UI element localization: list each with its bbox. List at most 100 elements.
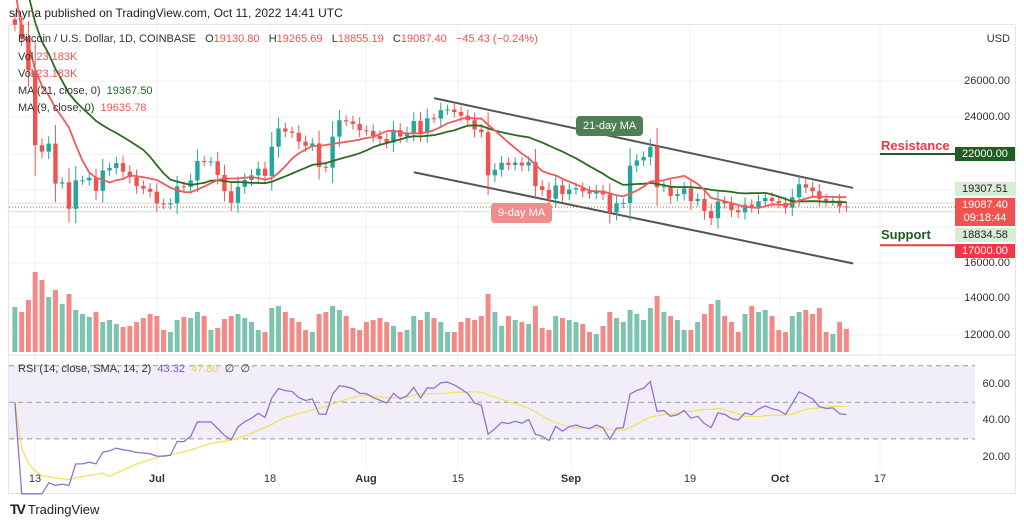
candle-body [39, 145, 45, 152]
low-label: L [331, 33, 338, 45]
low-value: 18855.19 [337, 33, 384, 45]
ma21-value: 19367.50 [106, 85, 153, 97]
candle-body [343, 120, 349, 122]
candle-body [648, 146, 653, 158]
time-tick: 13 [28, 473, 42, 485]
volume-bar [100, 322, 106, 352]
candle-body [512, 162, 518, 165]
volume-bar [424, 312, 430, 352]
volume-bar [816, 308, 822, 352]
volume-bar [695, 322, 701, 352]
volume-bar [526, 324, 532, 352]
candle-body [262, 168, 268, 176]
candle-body [188, 180, 193, 187]
volume-bar [668, 316, 674, 352]
rsi-line [14, 380, 847, 495]
volume-bar [431, 318, 437, 352]
ma21-price-tag: 18834.58 [955, 228, 1015, 242]
candle-body [269, 146, 274, 176]
rsi-legend: RSI (14, close, SMA, 14, 2) 43.32 47.80 … [18, 362, 250, 375]
volume-bar [147, 314, 153, 352]
vol-value: 23.183K [36, 51, 78, 63]
vol-value: 23.183K [36, 68, 78, 80]
ma9-value: 19635.78 [100, 102, 147, 114]
candle-body [161, 203, 166, 205]
volume-bar [607, 312, 613, 352]
candle-body [661, 186, 667, 188]
ma21-label: MA (21, close, 0) [18, 85, 101, 97]
chart-frame [8, 24, 1016, 494]
candle-body [506, 162, 511, 165]
volume-bar [715, 300, 721, 352]
candle-body [310, 143, 315, 146]
candle-body [587, 191, 592, 194]
volume-bar [776, 330, 782, 352]
candle-body [93, 177, 99, 191]
volume-bar [25, 300, 31, 352]
candle-body [276, 128, 281, 147]
open-label: O [205, 33, 214, 45]
candle-body [411, 120, 416, 133]
volume-bar [823, 332, 829, 352]
candle-body [120, 163, 126, 172]
price-tick: 24000.00 [964, 111, 1010, 123]
candle-body [201, 160, 207, 162]
volume-bar [674, 320, 680, 352]
candle-body [702, 198, 707, 211]
candle-body [695, 198, 700, 202]
volume-bar [519, 322, 525, 352]
ma21-legend: MA (21, close, 0) 19367.50 [18, 85, 153, 97]
volume-bar [46, 297, 52, 352]
volume-bar [512, 320, 518, 352]
brand-name: TradingView [27, 501, 100, 517]
candle-body [337, 120, 342, 137]
candle-body [303, 141, 308, 146]
volume-bar [411, 316, 417, 352]
volume-bar [86, 317, 92, 352]
candle-body [370, 130, 376, 136]
candle-body [580, 188, 585, 192]
candle-body [499, 162, 504, 170]
close-label: C [392, 33, 401, 45]
volume-bar [181, 317, 187, 352]
volume-bar [242, 318, 248, 352]
candle-body [330, 136, 335, 168]
tradingview-logo[interactable]: TV TradingView [10, 501, 99, 517]
volume-bar [641, 320, 647, 352]
volume-bar [107, 320, 113, 352]
candle-body [431, 118, 437, 120]
volume-bar [32, 272, 38, 352]
candle-body [452, 109, 457, 113]
candle-body [404, 132, 410, 137]
rsi-sma-value: 47.80 [191, 363, 219, 375]
candle-body [174, 186, 180, 204]
support-price-tag: 17000.00 [955, 244, 1015, 258]
channel-lower-line [413, 171, 854, 265]
volume-bar [194, 312, 200, 352]
candle-body [134, 177, 139, 186]
candle-body [154, 191, 160, 204]
volume-bar [235, 314, 241, 352]
candle-body [127, 171, 133, 178]
rsi-sma-line [14, 391, 847, 481]
volume-bar [323, 312, 329, 352]
volume-bar [12, 307, 18, 352]
volume-bar [262, 332, 268, 352]
volume-bar [789, 316, 795, 352]
candle-body [681, 188, 687, 195]
volume-bar [370, 320, 376, 352]
volume-bar [330, 306, 336, 352]
rsi-tick: 60.00 [982, 378, 1010, 390]
candle-body [87, 177, 92, 181]
volume-bar [445, 332, 451, 352]
candle-body [715, 201, 721, 219]
volume-bar [681, 330, 687, 352]
volume-bar [357, 330, 363, 352]
volume-bar [255, 330, 261, 352]
rsi-extra-1: ∅ [224, 363, 235, 375]
candle-body [445, 109, 450, 111]
rsi-label: RSI (14, close, SMA, 14, 2) [18, 363, 152, 375]
volume-bar [201, 316, 207, 352]
candle-body [323, 166, 329, 168]
